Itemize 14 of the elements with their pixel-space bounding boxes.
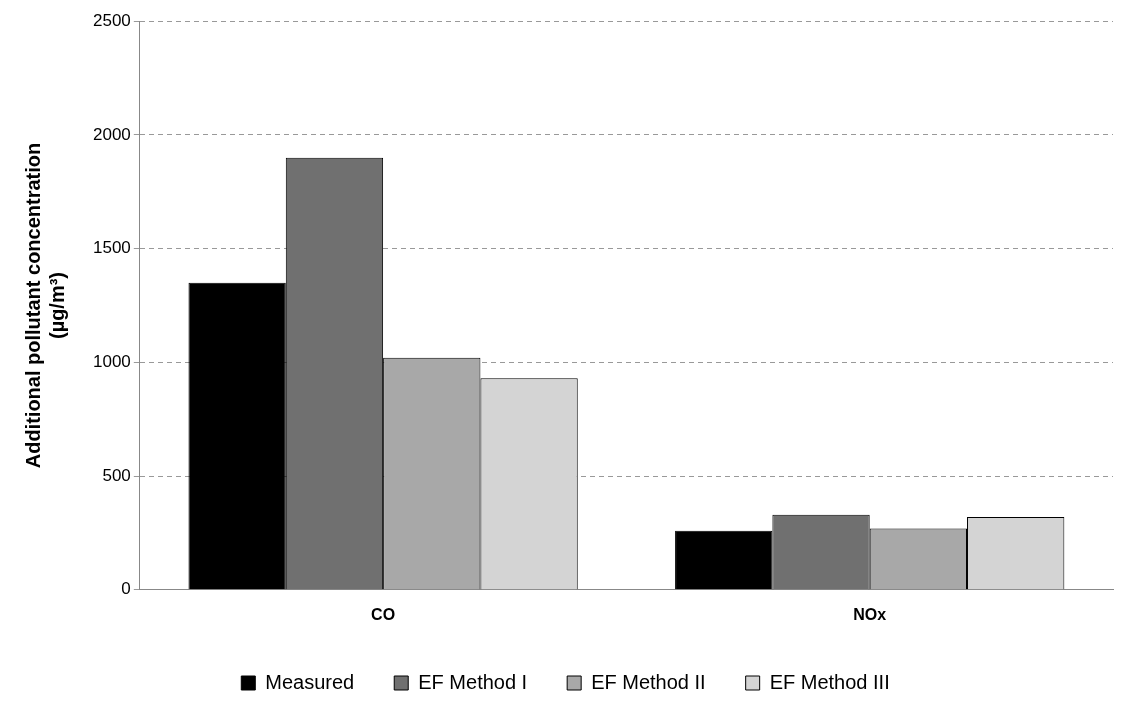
y-tick-label: 1000 (92, 352, 131, 372)
y-tick-label: 2000 (92, 124, 131, 144)
legend-label: Measured (265, 670, 355, 693)
y-axis-title: Additional pollutant concentration (µg/m³) (21, 142, 68, 469)
bar (675, 530, 773, 590)
x-tick-label: CO (371, 605, 396, 623)
legend-label: EF Method I (418, 670, 528, 693)
legend-label: EF Method III (769, 670, 890, 693)
y-tick-label: 1500 (92, 238, 131, 258)
legend-label: EF Method II (591, 670, 706, 693)
x-tick-label: NOx (853, 605, 887, 623)
y-tick-label: 500 (102, 465, 131, 485)
y-tick-label: 0 (121, 579, 131, 599)
y-tick-label: 2500 (92, 10, 131, 30)
